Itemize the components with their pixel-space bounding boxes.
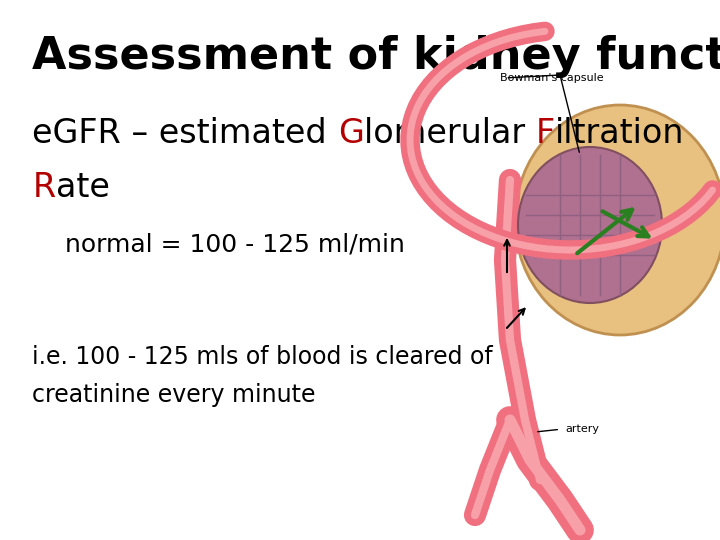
Text: eGFR – estimated: eGFR – estimated	[32, 117, 338, 150]
Text: i.e. 100 - 125 mls of blood is cleared of: i.e. 100 - 125 mls of blood is cleared o…	[32, 346, 493, 369]
Ellipse shape	[515, 105, 720, 335]
Ellipse shape	[518, 147, 662, 303]
Text: creatinine every minute: creatinine every minute	[32, 383, 316, 407]
Text: normal = 100 - 125 ml/min: normal = 100 - 125 ml/min	[65, 232, 405, 256]
Text: Bowman's capsule: Bowman's capsule	[500, 73, 604, 83]
Text: lomerular: lomerular	[364, 117, 535, 150]
Ellipse shape	[540, 160, 650, 270]
Text: artery: artery	[565, 424, 599, 434]
Text: R: R	[32, 171, 55, 204]
Text: ate: ate	[55, 171, 109, 204]
Text: F: F	[535, 117, 554, 150]
Text: Assessment of kidney function: Assessment of kidney function	[32, 35, 720, 78]
Text: iltration: iltration	[554, 117, 684, 150]
Text: G: G	[338, 117, 364, 150]
